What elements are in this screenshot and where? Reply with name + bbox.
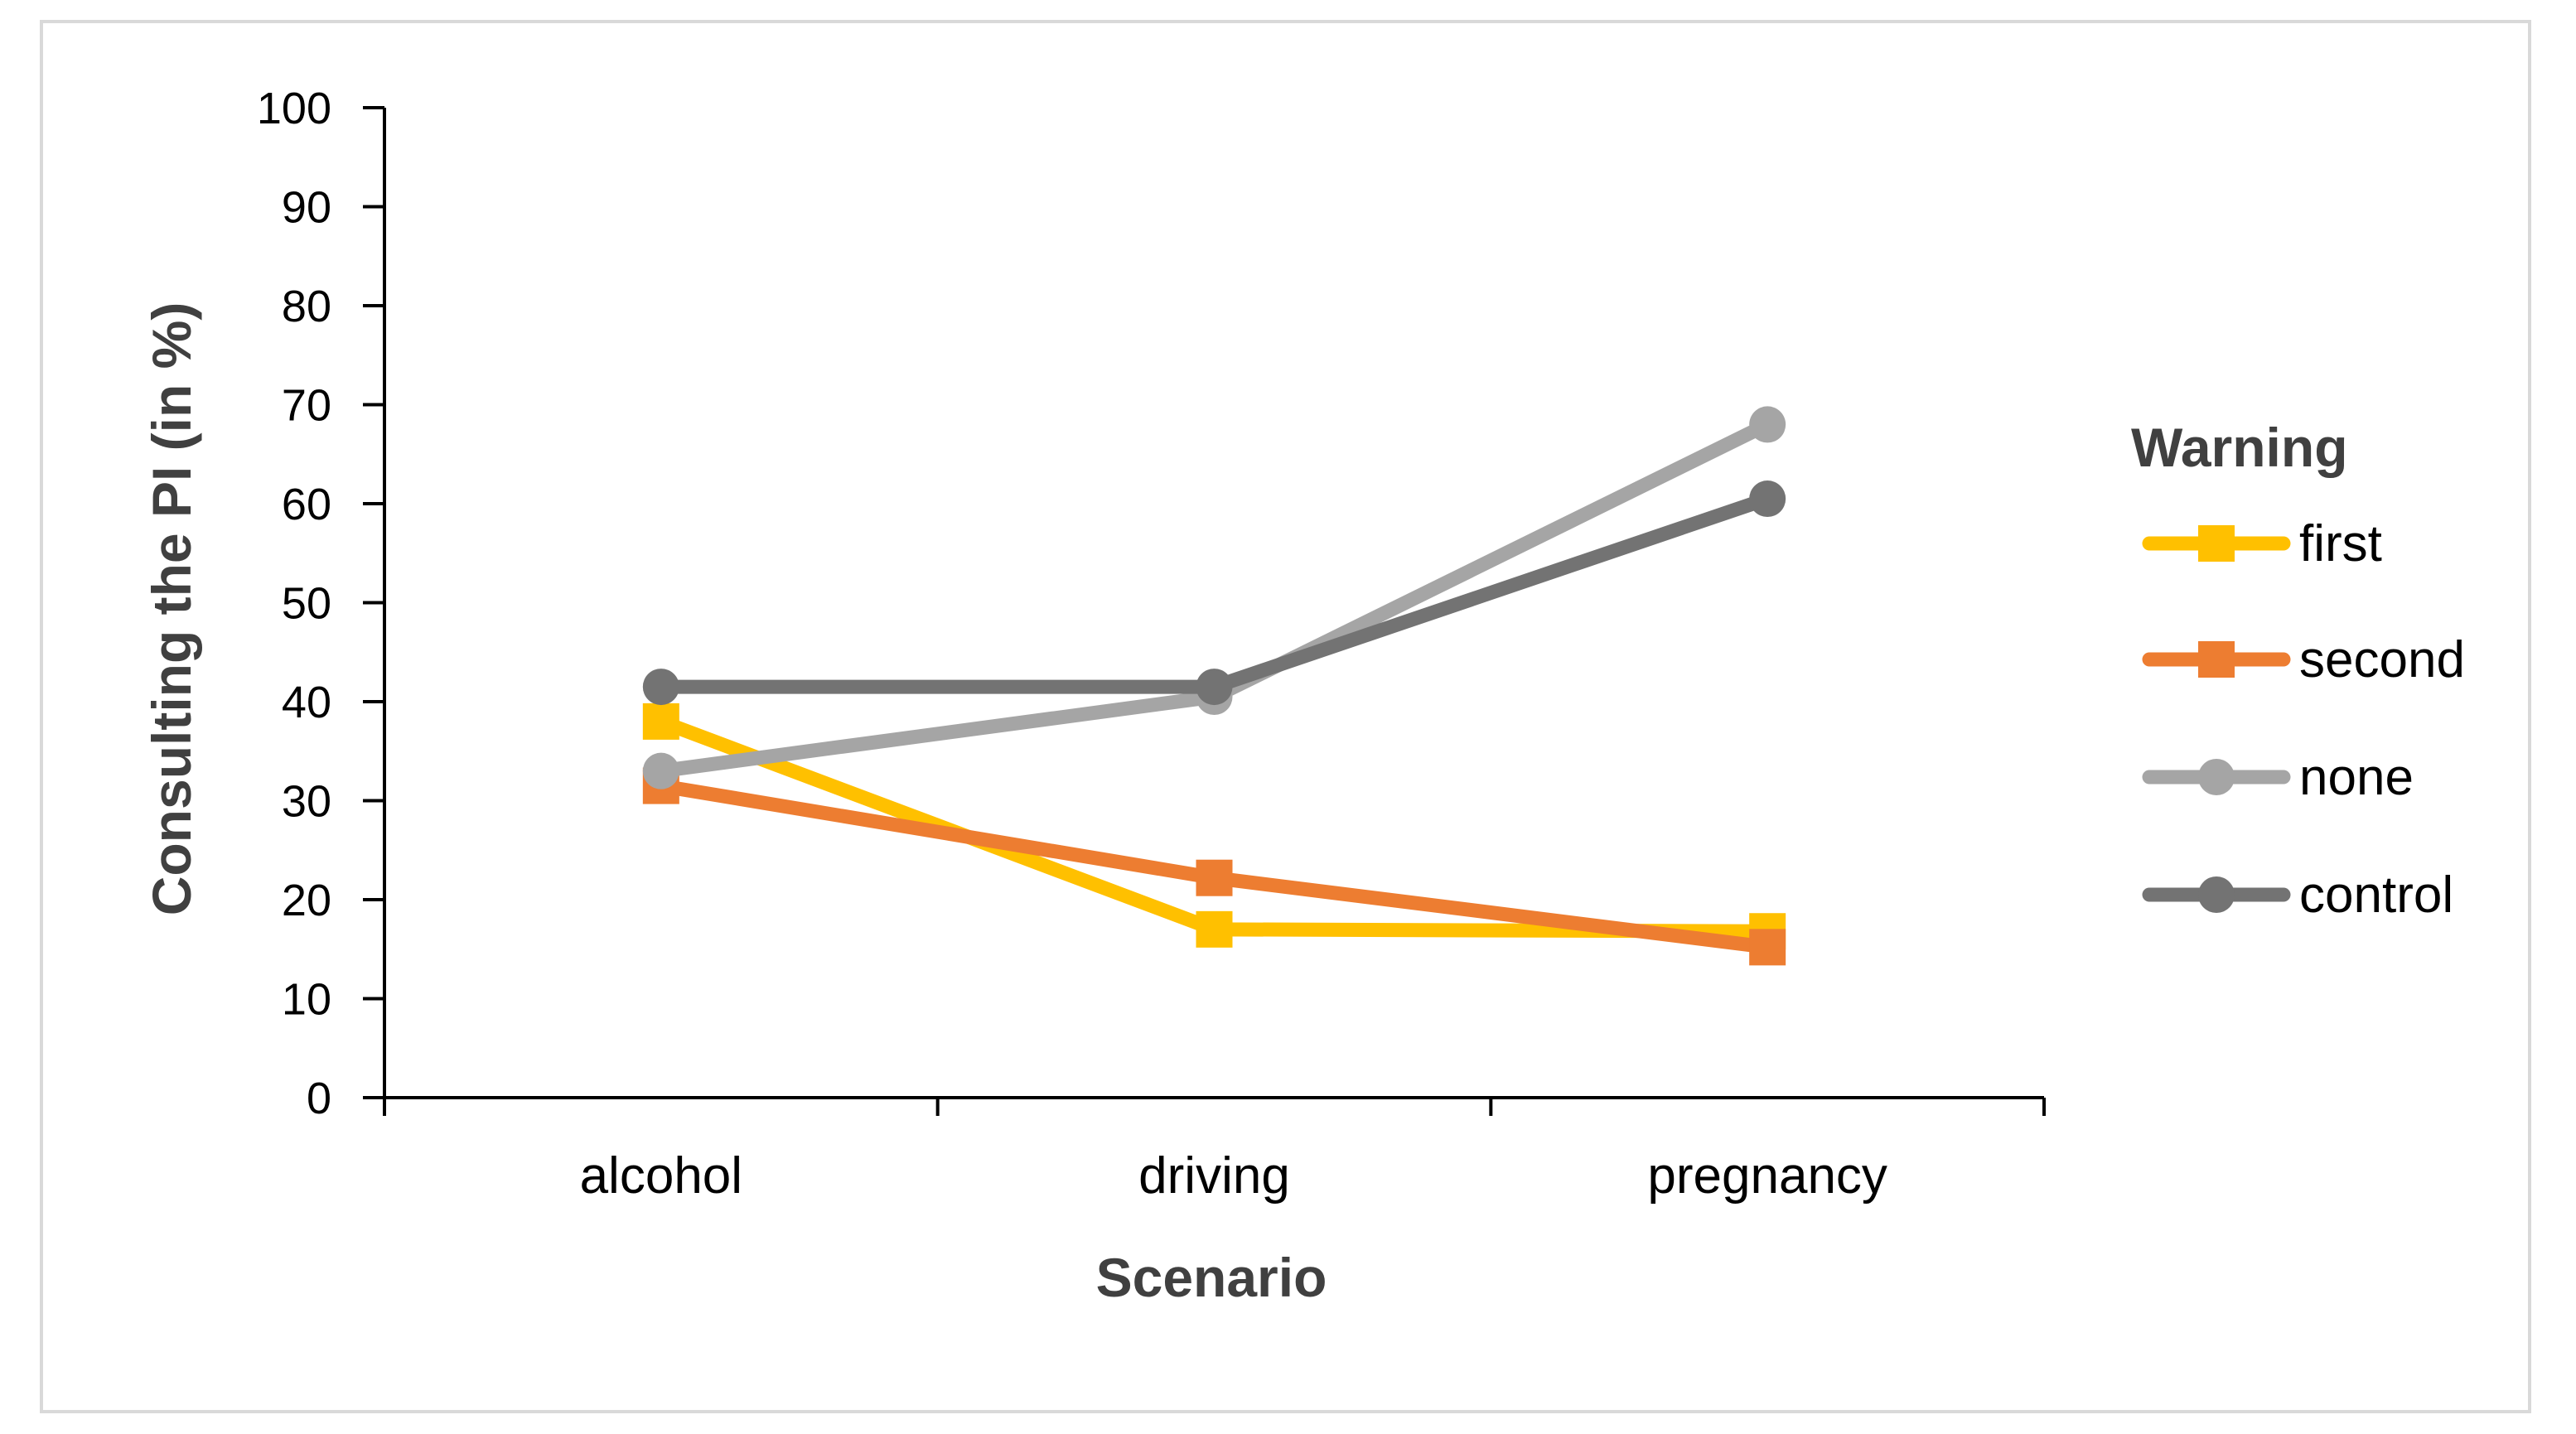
x-axis-title: Scenario (1096, 1247, 1327, 1308)
y-tick-label: 10 (282, 975, 331, 1025)
data-point-control-driving (1196, 669, 1233, 706)
series-second (642, 767, 1786, 966)
y-tick-label: 90 (282, 183, 331, 233)
legend-item-none: none (2142, 749, 2414, 806)
legend-swatch-marker (2198, 876, 2235, 913)
y-axis-title: Consulting the PI (in %) (141, 302, 202, 916)
y-tick-label: 70 (282, 381, 331, 431)
x-tick-label-pregnancy: pregnancy (1647, 1147, 1887, 1205)
y-tick-label: 20 (282, 876, 331, 925)
data-point-second-driving (1196, 859, 1233, 896)
legend-title: Warning (2131, 417, 2348, 478)
series-line-control (654, 491, 1775, 694)
y-tick-label: 50 (282, 579, 331, 629)
y-tick-label: 80 (282, 282, 331, 331)
series-none (642, 406, 1786, 789)
series-control (642, 480, 1786, 706)
data-point-control-pregnancy (1749, 480, 1786, 518)
x-tick-label-driving: driving (1138, 1147, 1290, 1205)
legend-label-first: first (2299, 515, 2382, 572)
legend-item-second: second (2142, 631, 2465, 688)
legend: Warning first second none control (2131, 417, 2465, 924)
y-tick-label: 60 (282, 480, 331, 529)
x-axis: alcohol driving pregnancy (383, 1096, 2046, 1205)
x-tick-label-alcohol: alcohol (580, 1147, 742, 1205)
legend-label-control: control (2299, 867, 2453, 924)
y-tick-label: 100 (257, 84, 331, 133)
data-point-first-alcohol (642, 703, 679, 740)
data-point-first-driving (1196, 910, 1233, 948)
chart-frame (40, 20, 2531, 1413)
y-tick-label: 40 (282, 678, 331, 727)
y-axis: 0 10 20 30 40 50 60 70 80 90 100 (257, 84, 386, 1123)
legend-label-second: second (2299, 631, 2465, 688)
series-line-none (654, 417, 1775, 779)
legend-swatch-marker (2198, 525, 2235, 562)
legend-item-first: first (2142, 515, 2382, 572)
legend-swatch-marker (2198, 759, 2235, 795)
y-tick-label: 30 (282, 777, 331, 827)
legend-label-none: none (2299, 749, 2414, 806)
data-point-none-alcohol (642, 752, 679, 789)
legend-item-control: control (2142, 867, 2453, 924)
legend-swatch-marker (2198, 641, 2235, 678)
data-point-second-pregnancy (1749, 929, 1786, 966)
data-point-none-pregnancy (1749, 406, 1786, 443)
series-first (642, 703, 1786, 950)
series-group (642, 406, 1786, 966)
y-tick-label: 0 (307, 1074, 331, 1123)
data-point-control-alcohol (642, 669, 679, 706)
